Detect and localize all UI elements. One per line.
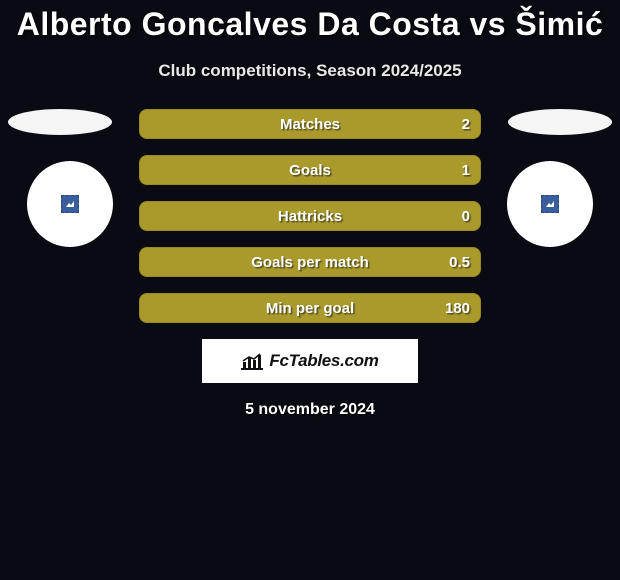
stat-row-hattricks: Hattricks 0 xyxy=(139,201,481,231)
stat-label: Min per goal xyxy=(266,300,354,317)
stat-label: Hattricks xyxy=(278,208,342,225)
comparison-content: Matches 2 Goals 1 Hattricks 0 Goals per … xyxy=(0,109,620,419)
stat-label: Matches xyxy=(280,116,340,133)
stat-row-matches: Matches 2 xyxy=(139,109,481,139)
stat-value: 1 xyxy=(462,162,470,179)
stat-row-goals: Goals 1 xyxy=(139,155,481,185)
stat-value: 2 xyxy=(462,116,470,133)
stat-value: 180 xyxy=(445,300,470,317)
fctables-logo[interactable]: FcTables.com xyxy=(202,339,418,383)
page-title: Alberto Goncalves Da Costa vs Šimić xyxy=(0,0,620,43)
stats-bars: Matches 2 Goals 1 Hattricks 0 Goals per … xyxy=(139,109,481,323)
right-flag-ellipse xyxy=(508,109,612,135)
image-placeholder-icon xyxy=(541,195,559,213)
stat-row-goals-per-match: Goals per match 0.5 xyxy=(139,247,481,277)
chart-icon xyxy=(241,352,263,370)
player-left-avatar xyxy=(27,161,113,247)
page-subtitle: Club competitions, Season 2024/2025 xyxy=(0,61,620,81)
stat-label: Goals per match xyxy=(251,254,369,271)
left-flag-ellipse xyxy=(8,109,112,135)
stat-value: 0 xyxy=(462,208,470,225)
stat-label: Goals xyxy=(289,162,331,179)
footer-date: 5 november 2024 xyxy=(0,401,620,419)
stat-row-min-per-goal: Min per goal 180 xyxy=(139,293,481,323)
stat-value: 0.5 xyxy=(449,254,470,271)
image-placeholder-icon xyxy=(61,195,79,213)
player-right-avatar xyxy=(507,161,593,247)
logo-text: FcTables.com xyxy=(269,351,378,371)
